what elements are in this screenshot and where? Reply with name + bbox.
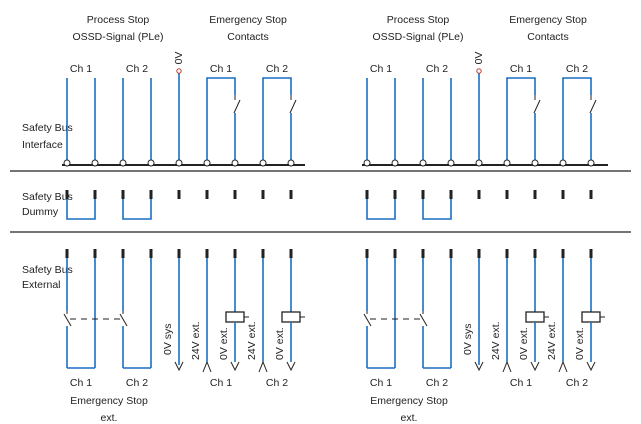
bottom-title-2: ext. bbox=[401, 412, 418, 424]
relay-coil-icon bbox=[581, 311, 601, 323]
row-label-interface-1: Safety Bus bbox=[22, 122, 73, 134]
bottom-title-1: Emergency Stop bbox=[370, 395, 448, 407]
row-label-external-2: External bbox=[22, 279, 61, 291]
estop-title-2: Contacts bbox=[227, 31, 268, 43]
bottom-estop-ch2-label: Ch 2 bbox=[566, 377, 588, 389]
estop-ch1-label: Ch 1 bbox=[510, 63, 532, 75]
bottom-estop-ch1-label: Ch 1 bbox=[210, 377, 232, 389]
relay-coil-icon bbox=[525, 311, 545, 323]
arrow-down-icon bbox=[174, 361, 184, 372]
external-estop-ch2 bbox=[419, 258, 452, 369]
bottom-title-2: ext. bbox=[101, 412, 118, 424]
bottom-estop-ch2-label: Ch 2 bbox=[266, 377, 288, 389]
process-stop-title-1: Process Stop bbox=[87, 14, 150, 26]
coil-circuit-ch2 bbox=[558, 258, 605, 373]
rot-label-0v-ext-1: 0V ext. bbox=[518, 327, 530, 360]
arrow-up-icon bbox=[502, 360, 512, 373]
ossd-wires bbox=[366, 78, 452, 163]
bottom-title-1: Emergency Stop bbox=[70, 395, 148, 407]
zero-v-label: 0V bbox=[473, 52, 485, 65]
rot-label-24v-ext-2: 24V ext. bbox=[246, 321, 258, 360]
ossd-ch2-label: Ch 2 bbox=[126, 63, 148, 75]
wiring-group-right: Process Stop OSSD-Signal (PLe) Emergency… bbox=[363, 14, 605, 424]
dummy-connectors bbox=[365, 190, 593, 220]
row-label-dummy-2: Dummy bbox=[22, 206, 59, 218]
bus-interface-terminals bbox=[63, 159, 295, 167]
arrow-up-icon bbox=[202, 360, 212, 373]
rot-label-0v-sys: 0V sys bbox=[462, 323, 474, 355]
zero-v-label: 0V bbox=[173, 52, 185, 65]
process-stop-title-1: Process Stop bbox=[387, 14, 450, 26]
rot-label-0v-sys: 0V sys bbox=[162, 323, 174, 355]
ossd-ch1-label: Ch 1 bbox=[370, 63, 392, 75]
rot-label-0v-ext-2: 0V ext. bbox=[274, 327, 286, 360]
rot-label-24v-ext-1: 24V ext. bbox=[490, 321, 502, 360]
coil-circuit-ch1 bbox=[202, 258, 249, 373]
arrow-down-icon bbox=[474, 361, 484, 372]
zero-v-terminal-icon bbox=[176, 68, 182, 74]
zero-v-terminal-icon bbox=[476, 68, 482, 74]
estop-title-1: Emergency Stop bbox=[209, 14, 287, 26]
estop-ch2-label: Ch 2 bbox=[566, 63, 588, 75]
arrow-down-icon bbox=[286, 361, 296, 372]
estop-contact-ch2 bbox=[262, 77, 297, 163]
estop-ch1-label: Ch 1 bbox=[210, 63, 232, 75]
rot-label-0v-ext-1: 0V ext. bbox=[218, 327, 230, 360]
arrow-down-icon bbox=[586, 361, 596, 372]
external-connectors bbox=[65, 249, 293, 258]
process-stop-title-2: OSSD-Signal (PLe) bbox=[72, 31, 163, 43]
external-connectors bbox=[365, 249, 593, 258]
bottom-ch1-label: Ch 1 bbox=[70, 377, 92, 389]
process-stop-title-2: OSSD-Signal (PLe) bbox=[372, 31, 463, 43]
ossd-ch1-label: Ch 1 bbox=[70, 63, 92, 75]
row-label-dummy-1: Safety Bus bbox=[22, 191, 73, 203]
zero-v-sys-output bbox=[474, 258, 484, 372]
coil-circuit-ch2 bbox=[258, 258, 305, 373]
coil-circuit-ch1 bbox=[502, 258, 549, 373]
bottom-ch2-label: Ch 2 bbox=[126, 377, 148, 389]
external-estop-ch1 bbox=[63, 258, 96, 369]
wiring-group-left: Process Stop OSSD-Signal (PLe) Emergency… bbox=[63, 14, 305, 424]
relay-coil-icon bbox=[281, 311, 301, 323]
bottom-ch1-label: Ch 1 bbox=[370, 377, 392, 389]
estop-contact-ch1 bbox=[206, 77, 241, 163]
dummy-connectors bbox=[65, 190, 293, 220]
ossd-wires bbox=[66, 78, 152, 163]
bus-interface-terminals bbox=[363, 159, 595, 167]
estop-contact-ch1 bbox=[506, 77, 541, 163]
estop-title-1: Emergency Stop bbox=[509, 14, 587, 26]
estop-ch2-label: Ch 2 bbox=[266, 63, 288, 75]
estop-title-2: Contacts bbox=[527, 31, 568, 43]
bottom-estop-ch1-label: Ch 1 bbox=[510, 377, 532, 389]
zero-v-sys-output bbox=[174, 258, 184, 372]
arrow-up-icon bbox=[258, 360, 268, 373]
arrow-down-icon bbox=[230, 361, 240, 372]
bottom-ch2-label: Ch 2 bbox=[426, 377, 448, 389]
row-label-external-1: Safety Bus bbox=[22, 264, 73, 276]
row-labels: Safety Bus Interface Safety Bus Dummy Sa… bbox=[22, 122, 73, 291]
rot-label-24v-ext-2: 24V ext. bbox=[546, 321, 558, 360]
estop-contact-ch2 bbox=[562, 77, 597, 163]
row-label-interface-2: Interface bbox=[22, 139, 63, 151]
rot-label-24v-ext-1: 24V ext. bbox=[190, 321, 202, 360]
arrow-up-icon bbox=[558, 360, 568, 373]
external-estop-ch1 bbox=[363, 258, 396, 369]
external-estop-ch2 bbox=[119, 258, 152, 369]
relay-coil-icon bbox=[225, 311, 245, 323]
rot-label-0v-ext-2: 0V ext. bbox=[574, 327, 586, 360]
ossd-ch2-label: Ch 2 bbox=[426, 63, 448, 75]
arrow-down-icon bbox=[530, 361, 540, 372]
